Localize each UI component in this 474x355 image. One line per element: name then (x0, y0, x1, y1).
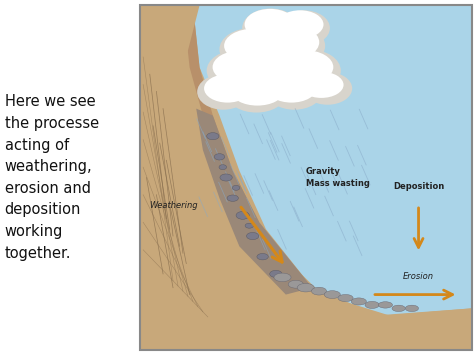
Text: Erosion: Erosion (403, 272, 434, 281)
Ellipse shape (257, 253, 268, 260)
Ellipse shape (228, 78, 285, 113)
Ellipse shape (254, 23, 325, 69)
Polygon shape (196, 109, 312, 295)
Ellipse shape (227, 195, 238, 201)
Ellipse shape (276, 49, 341, 92)
Ellipse shape (267, 74, 316, 103)
Ellipse shape (255, 24, 319, 61)
Ellipse shape (270, 271, 282, 278)
Ellipse shape (232, 78, 283, 105)
Bar (140, 5, 472, 350)
Ellipse shape (378, 302, 392, 308)
Ellipse shape (197, 74, 249, 110)
Ellipse shape (392, 305, 405, 312)
Ellipse shape (274, 273, 291, 282)
Ellipse shape (219, 28, 284, 71)
Ellipse shape (405, 305, 419, 312)
Ellipse shape (275, 50, 333, 84)
Ellipse shape (245, 9, 296, 40)
Ellipse shape (299, 72, 344, 98)
Ellipse shape (212, 51, 268, 83)
Ellipse shape (224, 29, 282, 63)
Ellipse shape (207, 133, 219, 140)
Ellipse shape (303, 72, 352, 105)
Ellipse shape (219, 165, 227, 170)
Ellipse shape (207, 50, 268, 91)
Ellipse shape (232, 185, 240, 190)
Ellipse shape (214, 154, 225, 160)
Ellipse shape (246, 233, 259, 240)
Polygon shape (140, 5, 472, 350)
Ellipse shape (351, 298, 366, 305)
Text: Weathering: Weathering (149, 201, 197, 209)
Text: Deposition: Deposition (393, 182, 444, 191)
Ellipse shape (245, 223, 254, 228)
Ellipse shape (220, 174, 232, 181)
Ellipse shape (311, 287, 327, 295)
Ellipse shape (238, 52, 302, 89)
Ellipse shape (235, 51, 306, 97)
Ellipse shape (204, 74, 251, 103)
Text: Here we see
the processe
acting of
weathering,
erosion and
deposition
working
to: Here we see the processe acting of weath… (5, 94, 99, 261)
Ellipse shape (324, 291, 340, 299)
Text: Gravity
Mass wasting: Gravity Mass wasting (306, 168, 370, 187)
Ellipse shape (288, 280, 303, 288)
Ellipse shape (338, 295, 353, 302)
Ellipse shape (267, 74, 322, 110)
Ellipse shape (297, 283, 314, 292)
Ellipse shape (236, 212, 249, 219)
Polygon shape (140, 184, 472, 350)
Polygon shape (173, 5, 200, 57)
Polygon shape (183, 5, 259, 229)
Ellipse shape (276, 10, 324, 39)
Ellipse shape (278, 10, 330, 46)
Bar (140, 5, 472, 350)
Ellipse shape (242, 9, 299, 48)
Ellipse shape (365, 301, 379, 308)
